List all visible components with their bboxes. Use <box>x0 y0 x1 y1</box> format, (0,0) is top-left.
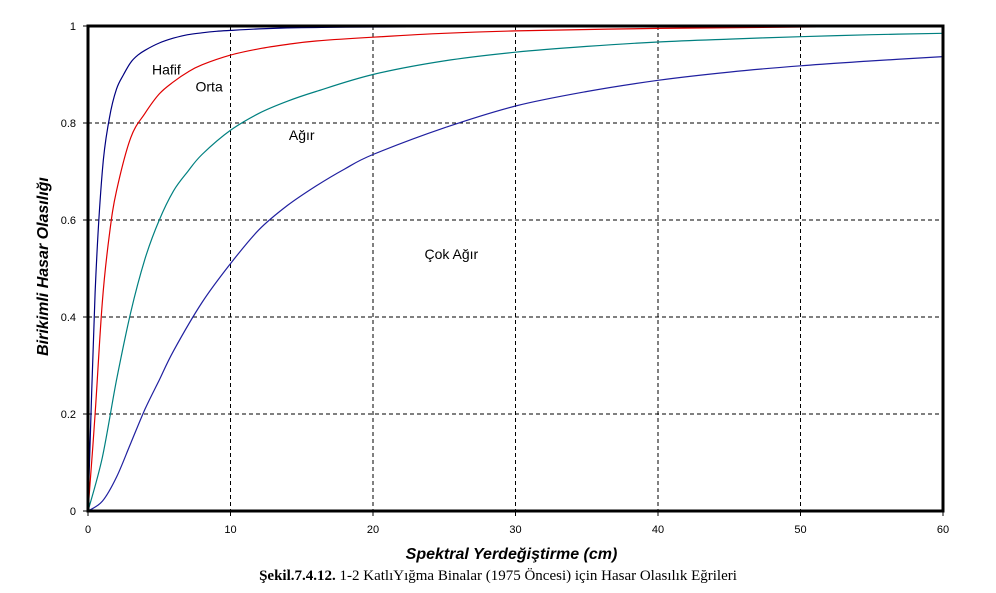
y-tick-label: 0.4 <box>61 312 76 324</box>
x-tick-label: 20 <box>367 524 379 536</box>
tick-labels: 0 10 20 30 40 50 60 0 0.2 0.4 0.6 0.8 1 <box>61 21 949 536</box>
series-label-cok-agir: Çok Ağır <box>425 246 479 262</box>
x-tick-label: 30 <box>509 524 521 536</box>
grid <box>88 26 943 511</box>
x-tick-label: 60 <box>937 524 949 536</box>
x-tick-label: 40 <box>652 524 664 536</box>
y-tick-label: 0.2 <box>61 409 76 421</box>
x-tick-label: 0 <box>85 524 91 536</box>
y-tick-label: 0.8 <box>61 118 76 130</box>
series-line-orta <box>87 25 944 512</box>
series-labels: Hafif Orta Ağır Çok Ağır <box>152 62 479 262</box>
y-tick-label: 0.6 <box>61 215 76 227</box>
series-label-agir: Ağır <box>289 127 315 143</box>
series-line-agir <box>87 32 944 512</box>
figure-caption: Şekil.7.4.12. 1-2 KatlıYığma Binalar (19… <box>0 568 996 585</box>
y-tick-label: 0 <box>70 506 76 518</box>
x-tick-label: 10 <box>224 524 236 536</box>
series-line-cok-agir <box>87 56 944 512</box>
caption-text: 1-2 KatlıYığma Binalar (1975 Öncesi) içi… <box>335 568 737 584</box>
x-tick-label: 50 <box>794 524 806 536</box>
series-label-orta: Orta <box>196 78 223 94</box>
series-label-hafif: Hafif <box>152 62 181 78</box>
caption-number: Şekil.7.4.12. <box>259 568 336 584</box>
x-axis-title: Spektral Yerdeğiştirme (cm) <box>406 546 618 563</box>
y-tick-label: 1 <box>70 21 76 33</box>
y-axis-title: Birikimli Hasar Olasılığı <box>35 177 52 356</box>
